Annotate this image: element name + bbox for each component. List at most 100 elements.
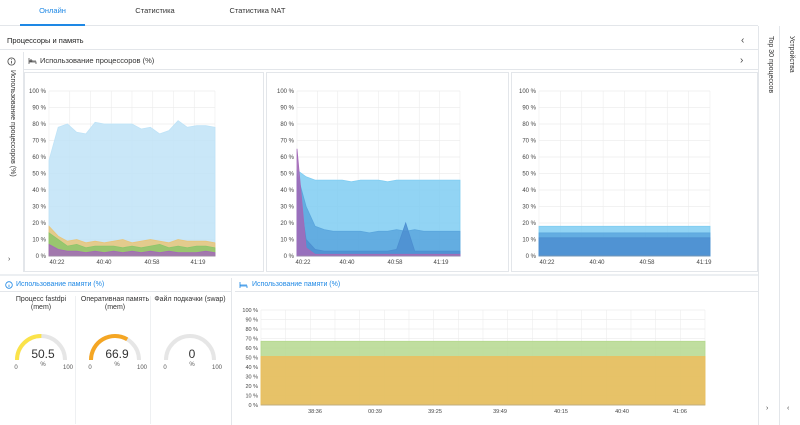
- devices-rail[interactable]: Устройства ‹: [779, 26, 800, 425]
- y-tick-label: 100 %: [277, 89, 295, 95]
- y-tick-label: 40 %: [32, 188, 46, 194]
- memory-gauges-title: Использование памяти (%): [16, 281, 105, 288]
- y-tick-label: 60 %: [522, 155, 536, 161]
- series-area: [48, 120, 216, 257]
- memory-gauge-card: Процесс fastdpi (mem) 50.5% 0 100: [6, 296, 76, 424]
- cpu-panel-title: Использование процессоров (%): [40, 56, 155, 65]
- cpu-panel-header[interactable]: Использование процессоров (%) ›: [24, 52, 758, 70]
- x-tick-label: 40:40: [589, 260, 605, 266]
- x-tick-label: 41:06: [673, 409, 687, 415]
- memory-gauges-header[interactable]: Использование памяти (%): [0, 278, 232, 292]
- x-tick-label: 39:25: [428, 409, 442, 415]
- y-tick-label: 90 %: [245, 318, 258, 324]
- splitter[interactable]: [0, 274, 758, 276]
- gauge-min: 0: [163, 365, 167, 371]
- memory-gauge-card: Файл подкачки (swap) 0% 0 100: [154, 296, 226, 424]
- gauge-max: 100: [137, 365, 148, 371]
- x-tick-label: 40:40: [339, 260, 355, 266]
- y-tick-label: 70 %: [280, 139, 294, 145]
- chevron-right-icon[interactable]: ›: [8, 256, 11, 263]
- gauge-unit: %: [40, 362, 46, 368]
- y-tick-label: 70 %: [245, 337, 258, 343]
- y-tick-label: 70 %: [32, 139, 46, 145]
- gauge-unit: %: [189, 362, 195, 368]
- series-area: [48, 232, 216, 257]
- y-tick-label: 0 %: [249, 403, 259, 409]
- memory-gauges-panel: Использование памяти (%) Процесс fastdpi…: [0, 278, 232, 425]
- y-tick-label: 0 %: [526, 254, 537, 260]
- y-tick-label: 30 %: [522, 205, 536, 211]
- series-area: [260, 356, 706, 406]
- y-tick-label: 0 %: [36, 254, 47, 260]
- gauge-track: [164, 334, 216, 361]
- y-tick-label: 90 %: [522, 106, 536, 112]
- cpu-chart-1: 100 % 90 % 80 % 70 % 60 % 50 % 40 % 30 % 20 % 10 …: [29, 89, 216, 266]
- y-tick-label: 20 %: [522, 221, 536, 227]
- y-tick-label: 30 %: [245, 375, 258, 381]
- gauge-dial: 66.9% 0 100: [88, 333, 148, 371]
- gauge-min: 0: [88, 365, 92, 371]
- x-tick-label: 41:19: [696, 260, 712, 266]
- y-tick-label: 100 %: [242, 308, 258, 314]
- gauge-dial: 50.5% 0 100: [14, 333, 74, 371]
- y-tick-label: 70 %: [522, 139, 536, 145]
- series-area: [296, 148, 461, 257]
- cpu-chart-2: 100 % 90 % 80 % 70 % 60 % 50 % 40 % 30 % 20 % 10 …: [277, 89, 461, 266]
- memory-chart-panel: Использование памяти (%) 100 % 90 % 80 % 70…: [235, 278, 758, 425]
- x-tick-label: 00:39: [368, 409, 382, 415]
- y-tick-label: 80 %: [522, 122, 536, 128]
- tab-statistics[interactable]: Статистика: [135, 6, 175, 15]
- section-header[interactable]: Процессоры и память ‹: [0, 32, 758, 50]
- tab-bar: Онлайн Статистика Статистика NAT: [0, 0, 758, 26]
- cpu-chart-panel-3: 100 % 90 % 80 % 70 % 60 % 50 % 40 % 30 % 20 % 10 …: [511, 72, 758, 272]
- chevron-right-icon[interactable]: ›: [740, 55, 744, 66]
- top30-rail-title: Top 30 процессов: [767, 36, 774, 94]
- cpu-chart-3: 100 % 90 % 80 % 70 % 60 % 50 % 40 % 30 % 20 % 10 …: [519, 89, 712, 266]
- y-tick-label: 100 %: [519, 89, 537, 95]
- x-tick-label: 40:22: [295, 260, 311, 266]
- y-tick-label: 10 %: [32, 238, 46, 244]
- tab-online[interactable]: Онлайн: [20, 6, 85, 26]
- y-tick-label: 10 %: [522, 238, 536, 244]
- x-tick-label: 39:49: [493, 409, 507, 415]
- chevron-left-icon[interactable]: ‹: [787, 405, 790, 412]
- devices-rail-title: Устройства: [788, 36, 795, 73]
- gauge-value: 0: [189, 347, 196, 361]
- y-tick-label: 80 %: [280, 122, 294, 128]
- memory-gauge-card: Оперативная память (mem) 66.9% 0 100: [79, 296, 151, 424]
- gauge-max: 100: [212, 365, 223, 371]
- chevron-right-icon[interactable]: ›: [766, 405, 769, 412]
- memory-chart: 100 % 90 % 80 % 70 % 60 % 50 % 40 % 30 % 20 % 10 …: [242, 308, 706, 415]
- y-tick-label: 0 %: [284, 254, 295, 260]
- x-tick-label: 41:19: [433, 260, 449, 266]
- x-tick-label: 40:22: [49, 260, 65, 266]
- gauge-label: Процесс fastdpi (mem): [15, 296, 67, 311]
- y-tick-label: 10 %: [280, 238, 294, 244]
- top30-rail[interactable]: Top 30 процессов ›: [758, 26, 780, 425]
- y-tick-label: 20 %: [280, 221, 294, 227]
- series-area: [538, 237, 711, 257]
- gauge-label: Файл подкачки (swap): [154, 296, 226, 303]
- y-tick-label: 90 %: [32, 106, 46, 112]
- tab-nat-statistics[interactable]: Статистика NAT: [229, 6, 286, 15]
- chevron-left-icon[interactable]: ‹: [741, 35, 745, 46]
- y-tick-label: 50 %: [245, 356, 258, 362]
- memory-chart-header[interactable]: Использование памяти (%): [235, 278, 758, 292]
- bed-icon: [28, 58, 37, 64]
- x-tick-label: 40:22: [539, 260, 555, 266]
- y-tick-label: 90 %: [280, 106, 294, 112]
- section-title: Процессоры и память: [7, 36, 84, 45]
- y-tick-label: 40 %: [280, 188, 294, 194]
- gauge-min: 0: [14, 365, 18, 371]
- cpu-left-rail: Использование процессоров (%) ›: [0, 52, 24, 272]
- y-tick-label: 60 %: [32, 155, 46, 161]
- series-area: [48, 243, 216, 257]
- bed-icon: [239, 282, 248, 288]
- gauge-unit: %: [114, 362, 120, 368]
- gauge-dial: 0%0 100: [163, 334, 223, 371]
- gauge-label: Оперативная память (mem): [80, 296, 150, 311]
- x-tick-label: 40:58: [387, 260, 403, 266]
- x-tick-label: 40:58: [639, 260, 655, 266]
- cpu-chart-panel-2: 100 % 90 % 80 % 70 % 60 % 50 % 40 % 30 % 20 % 10 …: [266, 72, 509, 272]
- gauge-max: 100: [63, 365, 74, 371]
